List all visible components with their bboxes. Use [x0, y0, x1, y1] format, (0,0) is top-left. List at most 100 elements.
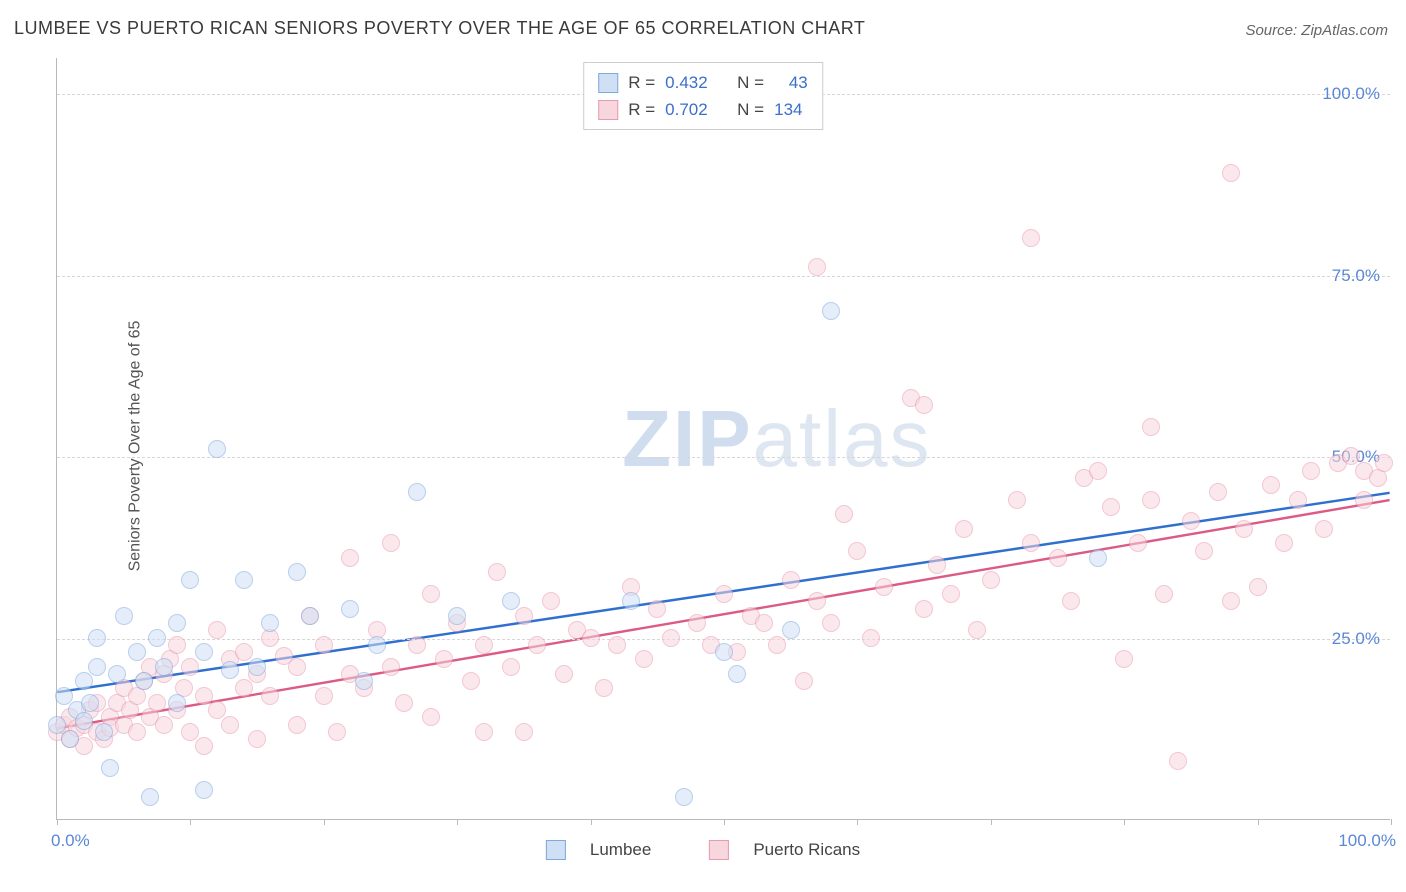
data-point: [1182, 512, 1200, 530]
data-point: [382, 534, 400, 552]
x-tick-mark: [457, 819, 458, 825]
data-point: [208, 701, 226, 719]
data-point: [168, 694, 186, 712]
data-point: [1062, 592, 1080, 610]
data-point: [608, 636, 626, 654]
x-tick-mark: [724, 819, 725, 825]
data-point: [1222, 164, 1240, 182]
source-attribution: Source: ZipAtlas.com: [1245, 22, 1388, 39]
data-point: [341, 549, 359, 567]
data-point: [768, 636, 786, 654]
data-point: [462, 672, 480, 690]
data-point: [128, 643, 146, 661]
y-tick-label: 100.0%: [1322, 84, 1380, 104]
data-point: [195, 643, 213, 661]
data-point: [128, 723, 146, 741]
x-tick-mark: [57, 819, 58, 825]
data-point: [235, 643, 253, 661]
data-point: [715, 643, 733, 661]
scatter-plot-area: ZIPatlas 25.0%50.0%75.0%100.0%0.0%100.0%: [56, 58, 1390, 820]
data-point: [808, 592, 826, 610]
data-point: [288, 658, 306, 676]
data-point: [1262, 476, 1280, 494]
data-point: [261, 614, 279, 632]
data-point: [648, 600, 666, 618]
data-point: [168, 614, 186, 632]
data-point: [235, 571, 253, 589]
data-point: [422, 708, 440, 726]
r-value-puerto-ricans: 0.702: [665, 96, 708, 123]
data-point: [141, 788, 159, 806]
legend-row-puerto-ricans: R = 0.702 N = 134: [598, 96, 808, 123]
x-tick-mark: [190, 819, 191, 825]
data-point: [208, 621, 226, 639]
data-point: [1169, 752, 1187, 770]
data-point: [341, 600, 359, 618]
data-point: [502, 592, 520, 610]
data-point: [208, 440, 226, 458]
data-point: [822, 614, 840, 632]
data-point: [148, 629, 166, 647]
data-point: [135, 672, 153, 690]
data-point: [168, 636, 186, 654]
data-point: [75, 712, 93, 730]
data-point: [235, 679, 253, 697]
data-point: [148, 694, 166, 712]
data-point: [1155, 585, 1173, 603]
gridline: [57, 457, 1390, 458]
data-point: [1289, 491, 1307, 509]
x-tick-mark: [1258, 819, 1259, 825]
data-point: [435, 650, 453, 668]
x-tick-mark: [857, 819, 858, 825]
data-point: [875, 578, 893, 596]
data-point: [95, 723, 113, 741]
data-point: [1049, 549, 1067, 567]
correlation-legend: R = 0.432 N = 43 R = 0.702 N = 134: [583, 62, 823, 130]
data-point: [822, 302, 840, 320]
data-point: [195, 737, 213, 755]
data-point: [61, 730, 79, 748]
data-point: [968, 621, 986, 639]
data-point: [195, 687, 213, 705]
data-point: [382, 658, 400, 676]
data-point: [155, 716, 173, 734]
x-tick-label-right: 100.0%: [1338, 831, 1396, 851]
data-point: [1355, 491, 1373, 509]
data-point: [221, 716, 239, 734]
x-tick-mark: [591, 819, 592, 825]
data-point: [675, 788, 693, 806]
data-point: [782, 571, 800, 589]
data-point: [155, 658, 173, 676]
data-point: [488, 563, 506, 581]
data-point: [395, 694, 413, 712]
data-point: [848, 542, 866, 560]
data-point: [1115, 650, 1133, 668]
data-point: [88, 658, 106, 676]
data-point: [261, 687, 279, 705]
data-point: [1022, 534, 1040, 552]
y-tick-label: 75.0%: [1332, 266, 1380, 286]
data-point: [942, 585, 960, 603]
data-point: [915, 396, 933, 414]
gridline: [57, 276, 1390, 277]
legend-row-lumbee: R = 0.432 N = 43: [598, 69, 808, 96]
chart-title: LUMBEE VS PUERTO RICAN SENIORS POVERTY O…: [14, 18, 865, 39]
data-point: [808, 258, 826, 276]
data-point: [515, 723, 533, 741]
data-point: [1022, 229, 1040, 247]
data-point: [408, 483, 426, 501]
data-point: [582, 629, 600, 647]
data-point: [515, 607, 533, 625]
data-point: [555, 665, 573, 683]
data-point: [475, 636, 493, 654]
data-point: [1275, 534, 1293, 552]
data-point: [422, 585, 440, 603]
watermark: ZIPatlas: [622, 393, 931, 485]
data-point: [528, 636, 546, 654]
data-point: [835, 505, 853, 523]
data-point: [1089, 462, 1107, 480]
data-point: [1142, 491, 1160, 509]
data-point: [1375, 454, 1393, 472]
data-point: [1209, 483, 1227, 501]
data-point: [108, 665, 126, 683]
